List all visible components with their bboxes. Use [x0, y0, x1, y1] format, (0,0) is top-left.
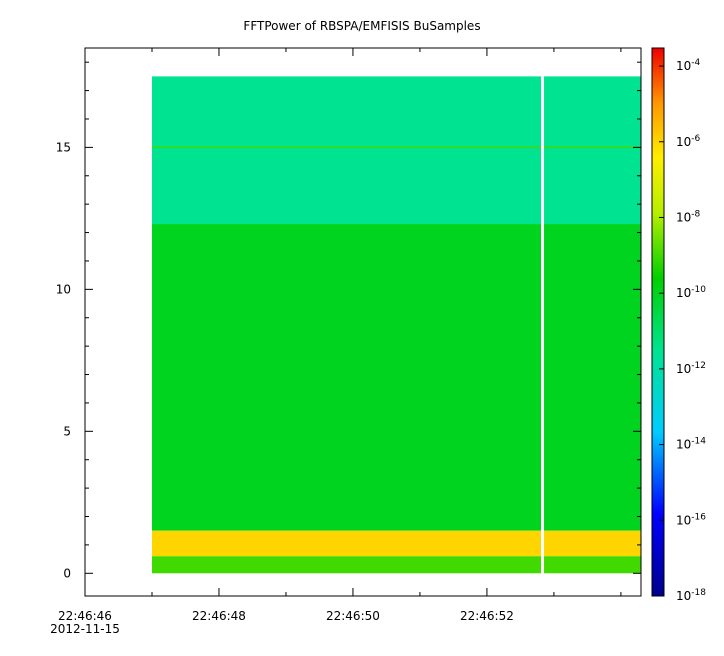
colorbar-tick-label: 10-18 [676, 588, 706, 603]
colorbar-tick-label: 10-12 [676, 361, 706, 376]
colorbar-tick-label: 10-16 [676, 512, 706, 527]
colorbar-tick-label: 10-8 [676, 209, 701, 224]
x-tick-label: 22:46:48 [192, 609, 246, 623]
y-tick-label: 5 [63, 424, 71, 438]
spectrogram-band-3 [151, 556, 641, 574]
colorbar-tick-label: 10-4 [676, 58, 701, 73]
colorbar-tick-label: 10-14 [676, 437, 706, 452]
y-tick-label: 10 [56, 282, 71, 296]
colorbar [651, 47, 665, 597]
spectrogram-band-0 [151, 76, 641, 225]
spectrogram-band-2 [151, 530, 641, 557]
colorbar-axis: 10-4 10-6 10-8 10-10 10-12 10-14 10-16 10-18 [659, 58, 706, 603]
data-gap [541, 75, 545, 575]
colorbar-tick-label: 10-10 [676, 285, 706, 300]
plot-frame [84, 47, 642, 597]
x-tick-label: 22:46:52 [460, 609, 514, 623]
colorbar-tick-label: 10-6 [676, 134, 701, 149]
y-axis: 0 5 10 15 [56, 61, 641, 580]
chart-title: FFTPower of RBSPA/EMFISIS BuSamples [243, 19, 480, 33]
x-tick-date-label: 2012-11-15 [50, 622, 120, 636]
x-tick-label: 22:46:50 [326, 609, 380, 623]
spectrogram-band-1 [151, 224, 641, 531]
plot-area [151, 75, 641, 575]
x-tick-label: 22:46:46 [58, 609, 112, 623]
y-tick-label: 15 [56, 140, 71, 154]
y-tick-label: 0 [63, 566, 71, 580]
